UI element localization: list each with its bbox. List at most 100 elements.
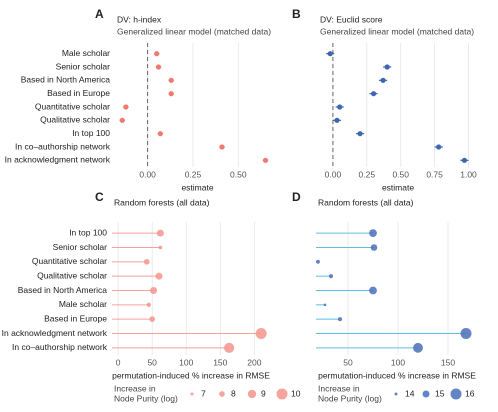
point [328,274,334,279]
y-tick-label: Qualitative scholar [37,270,107,280]
x-tick-label: 100 [179,357,193,367]
point [460,328,472,339]
point [384,64,390,70]
chart-title: Random forests (all data) [114,197,210,207]
point [157,131,163,137]
y-tick-label: Based in North America [18,285,108,295]
legend-label: 14 [405,388,415,398]
point [150,287,158,294]
legend-symbol [190,392,194,396]
panel-label: C [95,190,104,204]
x-axis-label: permutation-induced % increase in RMSE [318,370,476,380]
point [334,117,340,123]
point [168,77,174,83]
point [357,131,363,137]
point [123,104,129,110]
point [436,144,442,150]
legend-title: Increase in [114,383,156,393]
y-tick-label: Based in Europe [44,313,107,323]
panel-label: B [292,7,301,21]
point [461,157,468,163]
panel-label: D [292,190,301,204]
point [369,229,377,238]
point [219,144,225,150]
point [224,342,235,353]
y-tick-label: Quantitative scholar [32,256,107,266]
point [323,303,327,307]
legend-symbol [450,388,462,400]
y-tick-label: Senior scholar [56,61,111,71]
chart-title: Random forests (all data) [318,197,414,207]
point [337,317,343,322]
y-tick-label: Based in North America [21,75,111,85]
legend-symbol [219,391,225,397]
x-tick-label: 0.75 [426,169,443,179]
x-tick-label: 0.25 [185,169,202,179]
x-tick-label: 0.00 [139,169,156,179]
legend-label: 8 [231,388,236,398]
point [158,245,163,250]
y-tick-label: Qualitative scholar [40,115,110,125]
legend-symbol [422,390,430,398]
y-tick-label: In top 100 [69,227,107,237]
x-tick-label: 0.25 [359,169,376,179]
point [154,51,160,57]
legend-label: 10 [291,388,301,398]
point [337,104,343,110]
point [149,316,156,322]
x-tick-label: 150 [213,357,227,367]
y-tick-label: Male scholar [62,48,110,58]
point [168,91,174,97]
x-tick-label: 0.50 [392,169,409,179]
legend-label: 9 [261,388,266,398]
x-tick-label: 150 [441,357,455,367]
y-tick-label: Male scholar [59,299,107,309]
y-tick-label: Senior scholar [53,242,108,252]
point [370,244,378,251]
point [119,117,125,123]
x-tick-label: 0.50 [230,169,247,179]
y-tick-label: In acknowledgment network [5,155,111,165]
point [155,64,162,70]
y-tick-label: In co–authorship network [12,342,108,352]
x-tick-label: 0.00 [325,169,342,179]
y-tick-label: In acknowledgment network [2,328,108,338]
legend-title: Node Purity (log) [114,393,178,403]
x-axis-label: estimate [382,182,414,192]
point [156,229,164,237]
point [369,286,377,295]
point [146,302,151,308]
x-tick-label: 50 [147,357,157,367]
x-tick-label: 100 [391,357,405,367]
legend-label: 7 [201,388,206,398]
point [316,259,320,264]
legend-title: Increase in [318,383,360,393]
y-tick-label: Based in Europe [47,88,110,98]
x-tick-label: 200 [247,357,261,367]
legend-title: Node Purity (log) [318,393,382,403]
chart-subtitle: Generalized linear model (matched data) [320,26,474,36]
point [413,342,423,353]
y-tick-label: In top 100 [72,128,110,138]
point [327,51,333,57]
x-axis-label: permutation-induced % increase in RMSE [112,370,270,380]
y-tick-label: In co–authorship network [15,141,111,151]
point [370,91,377,97]
x-tick-label: 50 [343,357,353,367]
legend-label: 16 [465,388,475,398]
point [380,77,386,83]
x-tick-label: 0 [116,357,121,367]
legend-symbol [247,389,257,399]
y-tick-label: Quantitative scholar [35,101,110,111]
point [262,157,269,163]
point [155,272,163,280]
chart-title: DV: h-index [117,14,162,24]
point [143,259,150,265]
x-tick-label: 1.00 [460,169,477,179]
legend-symbol [394,392,398,396]
legend-symbol [276,388,288,400]
panel-label: A [95,7,104,21]
chart-title: DV: Euclid score [320,14,383,24]
legend-label: 15 [435,388,445,398]
